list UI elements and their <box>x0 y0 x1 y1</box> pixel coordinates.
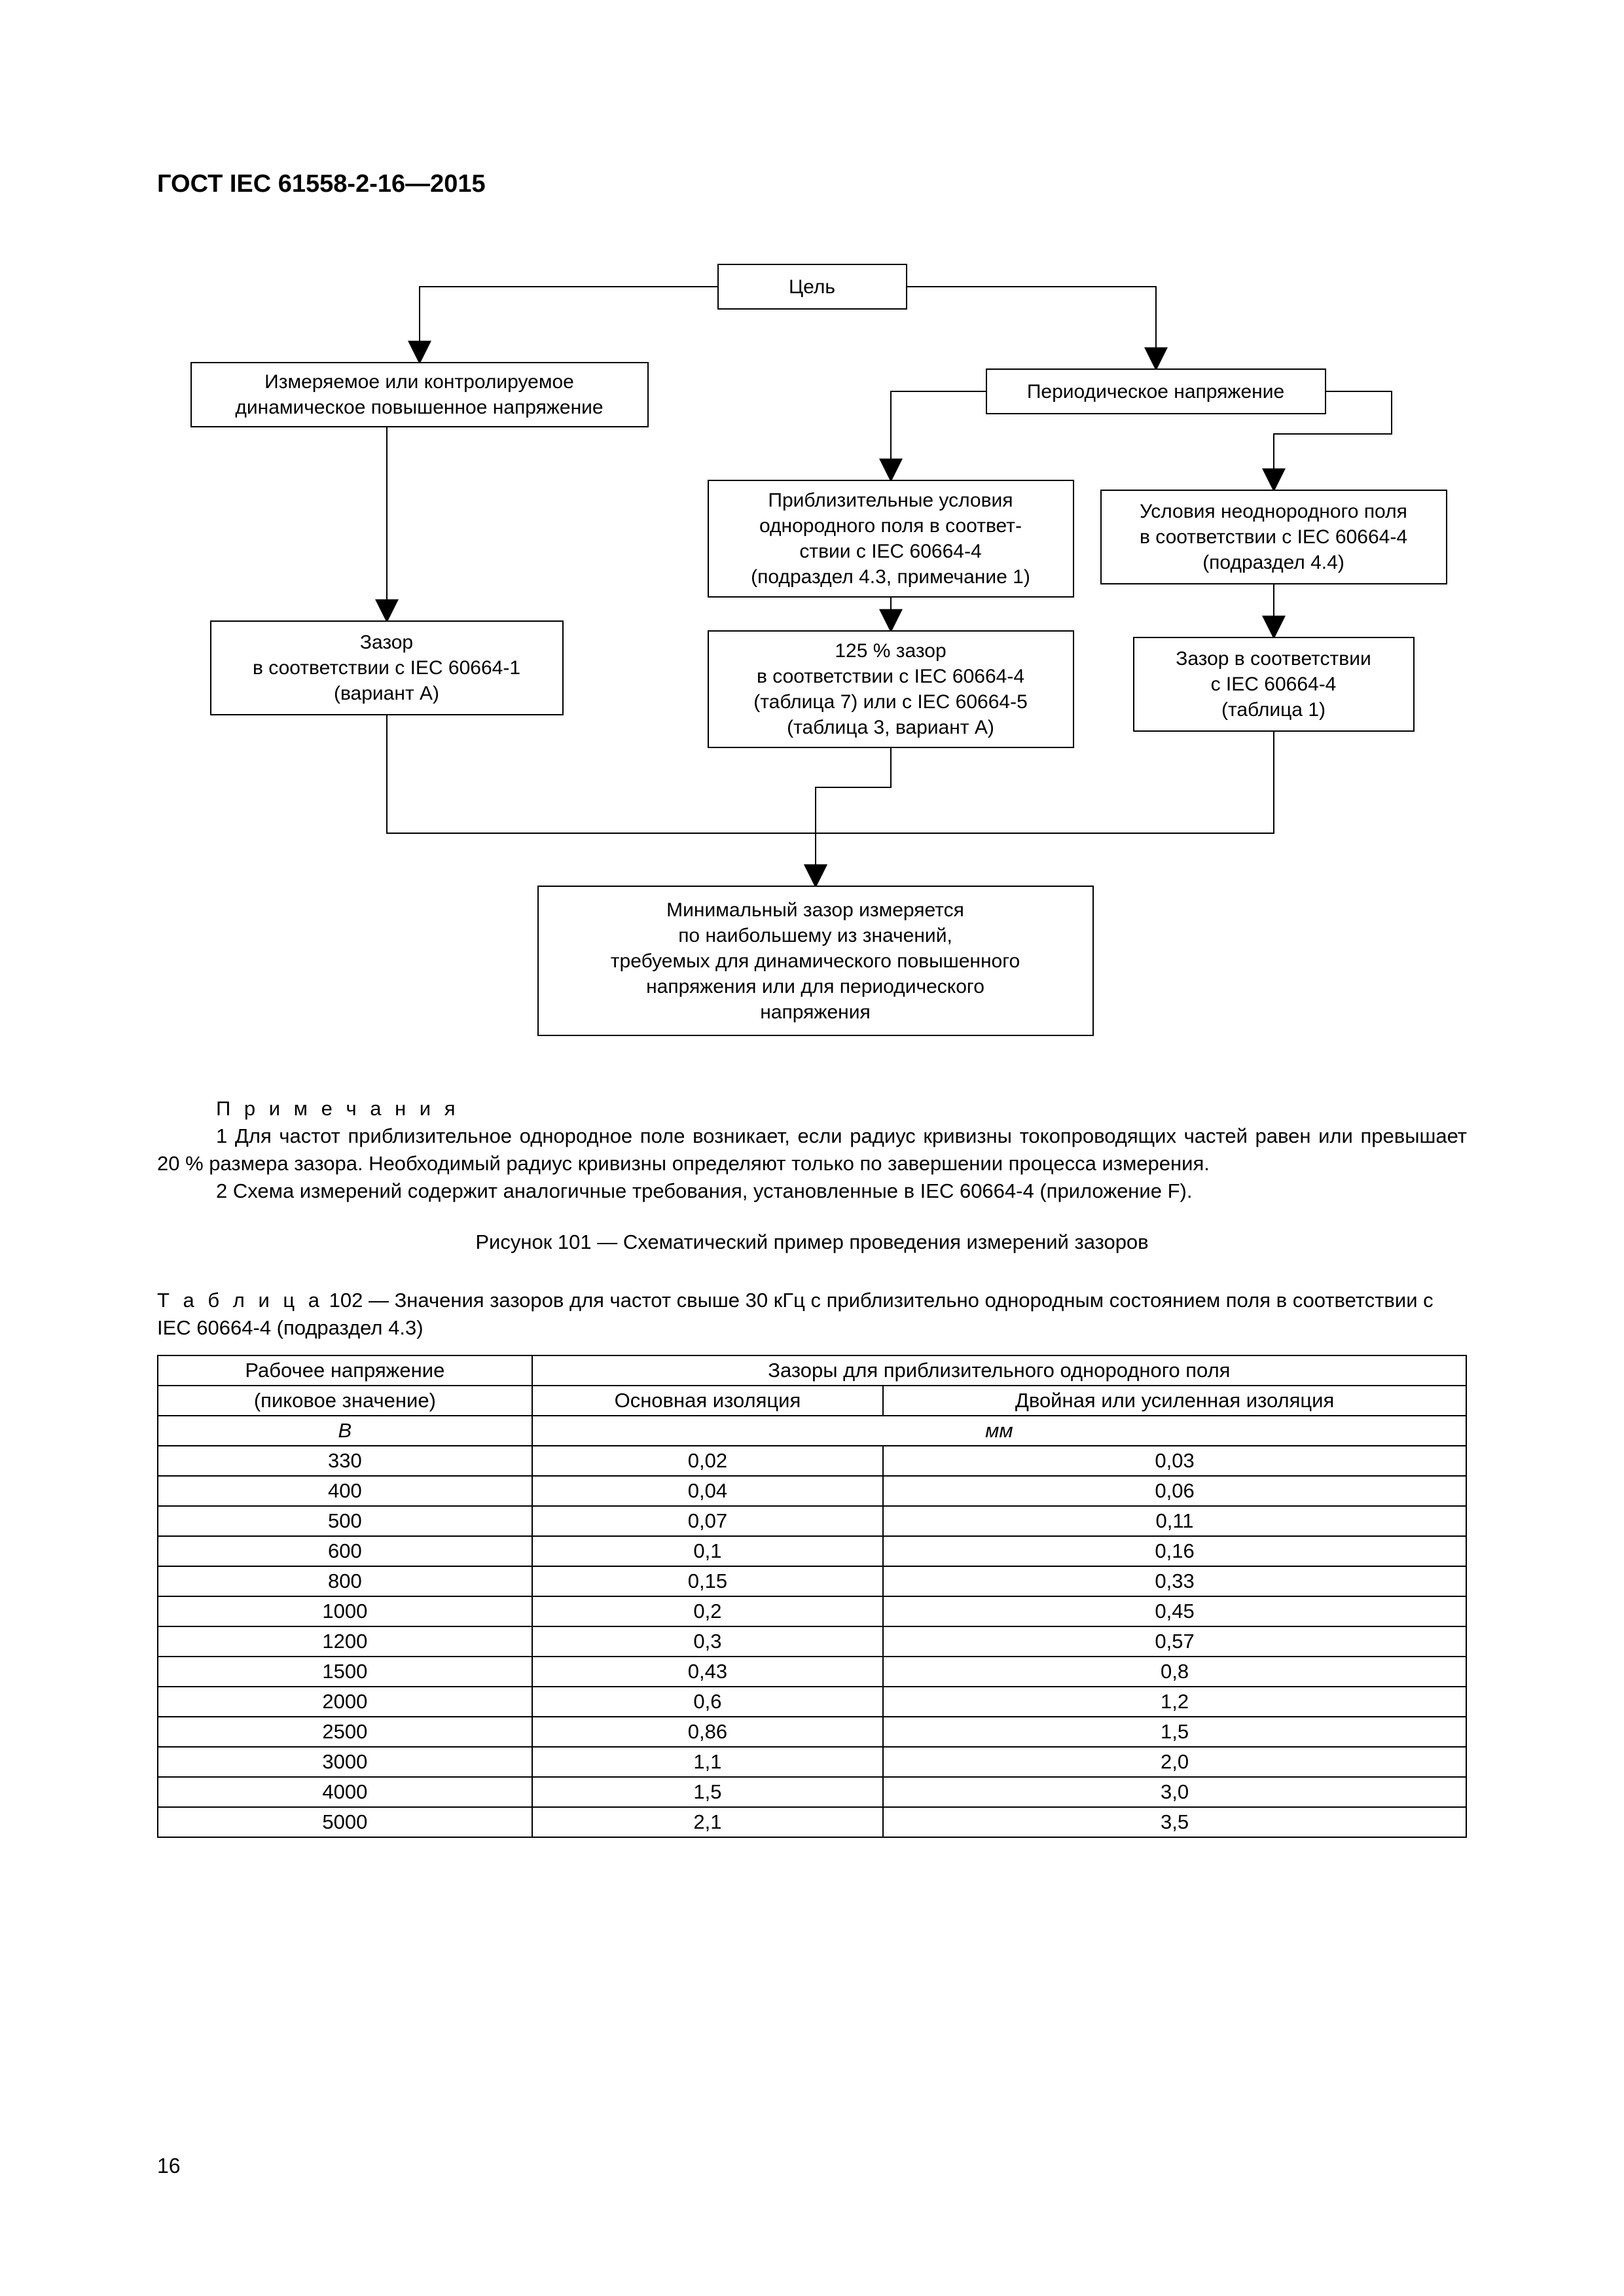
unit-col1: В <box>158 1416 532 1446</box>
table-unit-row: В мм <box>158 1416 1466 1446</box>
table-cell: 0,03 <box>883 1446 1466 1476</box>
table-title: Т а б л и ц а 102 — Значения зазоров для… <box>157 1287 1467 1342</box>
table-cell: 1,5 <box>883 1717 1466 1747</box>
table-cell: 0,16 <box>883 1536 1466 1566</box>
table-cell: 1500 <box>158 1657 532 1687</box>
table-cell: 0,06 <box>883 1476 1466 1506</box>
table-cell: 3,0 <box>883 1777 1466 1807</box>
flow-edge <box>891 391 986 480</box>
table-cell: 400 <box>158 1476 532 1506</box>
table-cell: 2,0 <box>883 1747 1466 1777</box>
col1-header-line1: Рабочее напряжение <box>158 1355 532 1386</box>
table-cell: 3,5 <box>883 1807 1466 1837</box>
table-header-row-2: (пиковое значение) Основная изоляция Дво… <box>158 1386 1466 1416</box>
page-number: 16 <box>157 2154 181 2178</box>
col-group-header: Зазоры для приблизительного однородного … <box>532 1355 1466 1386</box>
flow-edge <box>420 287 717 362</box>
table-cell: 0,1 <box>532 1536 883 1566</box>
table-cell: 0,33 <box>883 1566 1466 1596</box>
table-cell: 2000 <box>158 1687 532 1717</box>
table-cell: 1,2 <box>883 1687 1466 1717</box>
table-cell: 0,11 <box>883 1506 1466 1536</box>
table-row: 20000,61,2 <box>158 1687 1466 1717</box>
table-cell: 600 <box>158 1536 532 1566</box>
table-title-prefix: Т а б л и ц а <box>157 1289 323 1312</box>
flowchart: Цель Измеряемое или контролируемоединамич… <box>190 264 1434 1069</box>
table-row: 12000,30,57 <box>158 1626 1466 1657</box>
table-cell: 0,6 <box>532 1687 883 1717</box>
table-cell: 0,43 <box>532 1657 883 1687</box>
table-row: 4000,040,06 <box>158 1476 1466 1506</box>
flow-node-goal: Цель <box>717 264 907 310</box>
flow-node-clr1: Зазорв соответствии с IEC 60664-1(вариан… <box>210 620 564 715</box>
flow-node-clr4: Зазор в соответствиис IEC 60664-4(таблиц… <box>1133 637 1415 732</box>
table-cell: 500 <box>158 1506 532 1536</box>
flow-node-periodic: Периодическое напряжение <box>986 368 1326 414</box>
table-cell: 1,5 <box>532 1777 883 1807</box>
table-row: 5000,070,11 <box>158 1506 1466 1536</box>
table-header-row-1: Рабочее напряжение Зазоры для приблизите… <box>158 1355 1466 1386</box>
table-row: 40001,53,0 <box>158 1777 1466 1807</box>
flow-node-clr125: 125 % зазорв соответствии с IEC 60664-4(… <box>708 630 1074 748</box>
flow-node-dyn: Измеряемое или контролируемоединамическо… <box>190 362 649 427</box>
table-cell: 3000 <box>158 1747 532 1777</box>
table-row: 50002,13,5 <box>158 1807 1466 1837</box>
table-cell: 1,1 <box>532 1747 883 1777</box>
page: ГОСТ IEC 61558-2-16—2015 Цель Измеряемое … <box>0 0 1624 2296</box>
col3-header: Двойная или усиленная изоляция <box>883 1386 1466 1416</box>
table-row: 15000,430,8 <box>158 1657 1466 1687</box>
table-cell: 330 <box>158 1446 532 1476</box>
table-cell: 0,07 <box>532 1506 883 1536</box>
flow-node-approx: Приблизительные условияоднородного поля … <box>708 480 1074 598</box>
unit-col23: мм <box>532 1416 1466 1446</box>
note-item: 1 Для частот приблизительное однородное … <box>157 1122 1467 1177</box>
flow-node-min: Минимальный зазор измеряетсяпо наибольше… <box>537 886 1094 1036</box>
figure-caption: Рисунок 101 — Схематический пример прове… <box>157 1230 1467 1254</box>
flow-edge <box>907 287 1156 368</box>
table-cell: 0,02 <box>532 1446 883 1476</box>
table-row: 10000,20,45 <box>158 1596 1466 1626</box>
table-cell: 0,15 <box>532 1566 883 1596</box>
notes-block: П р и м е ч а н и я 1 Для частот приблиз… <box>157 1095 1467 1204</box>
table-row: 8000,150,33 <box>158 1566 1466 1596</box>
table-cell: 2500 <box>158 1717 532 1747</box>
flow-node-inhom: Условия неоднородного поляв соответствии… <box>1100 490 1447 584</box>
table-row: 6000,10,16 <box>158 1536 1466 1566</box>
table-row: 3300,020,03 <box>158 1446 1466 1476</box>
table-row: 30001,12,0 <box>158 1747 1466 1777</box>
notes-title: П р и м е ч а н и я <box>157 1095 1467 1122</box>
table-cell: 4000 <box>158 1777 532 1807</box>
flow-edge <box>816 732 1274 886</box>
note-item: 2 Схема измерений содержит аналогичные т… <box>157 1177 1467 1205</box>
table-cell: 0,57 <box>883 1626 1466 1657</box>
flow-edge <box>816 748 891 886</box>
table-cell: 800 <box>158 1566 532 1596</box>
table-cell: 0,45 <box>883 1596 1466 1626</box>
col2-header: Основная изоляция <box>532 1386 883 1416</box>
table-cell: 2,1 <box>532 1807 883 1837</box>
clearance-table: Рабочее напряжение Зазоры для приблизите… <box>157 1355 1467 1838</box>
table-cell: 5000 <box>158 1807 532 1837</box>
table-cell: 0,2 <box>532 1596 883 1626</box>
doc-header: ГОСТ IEC 61558-2-16—2015 <box>157 170 1467 198</box>
table-cell: 1200 <box>158 1626 532 1657</box>
col1-header-line2: (пиковое значение) <box>158 1386 532 1416</box>
table-cell: 0,86 <box>532 1717 883 1747</box>
table-title-rest: 102 — Значения зазоров для частот свыше … <box>157 1289 1434 1339</box>
table-cell: 1000 <box>158 1596 532 1626</box>
table-cell: 0,3 <box>532 1626 883 1657</box>
table-cell: 0,8 <box>883 1657 1466 1687</box>
table-row: 25000,861,5 <box>158 1717 1466 1747</box>
table-cell: 0,04 <box>532 1476 883 1506</box>
